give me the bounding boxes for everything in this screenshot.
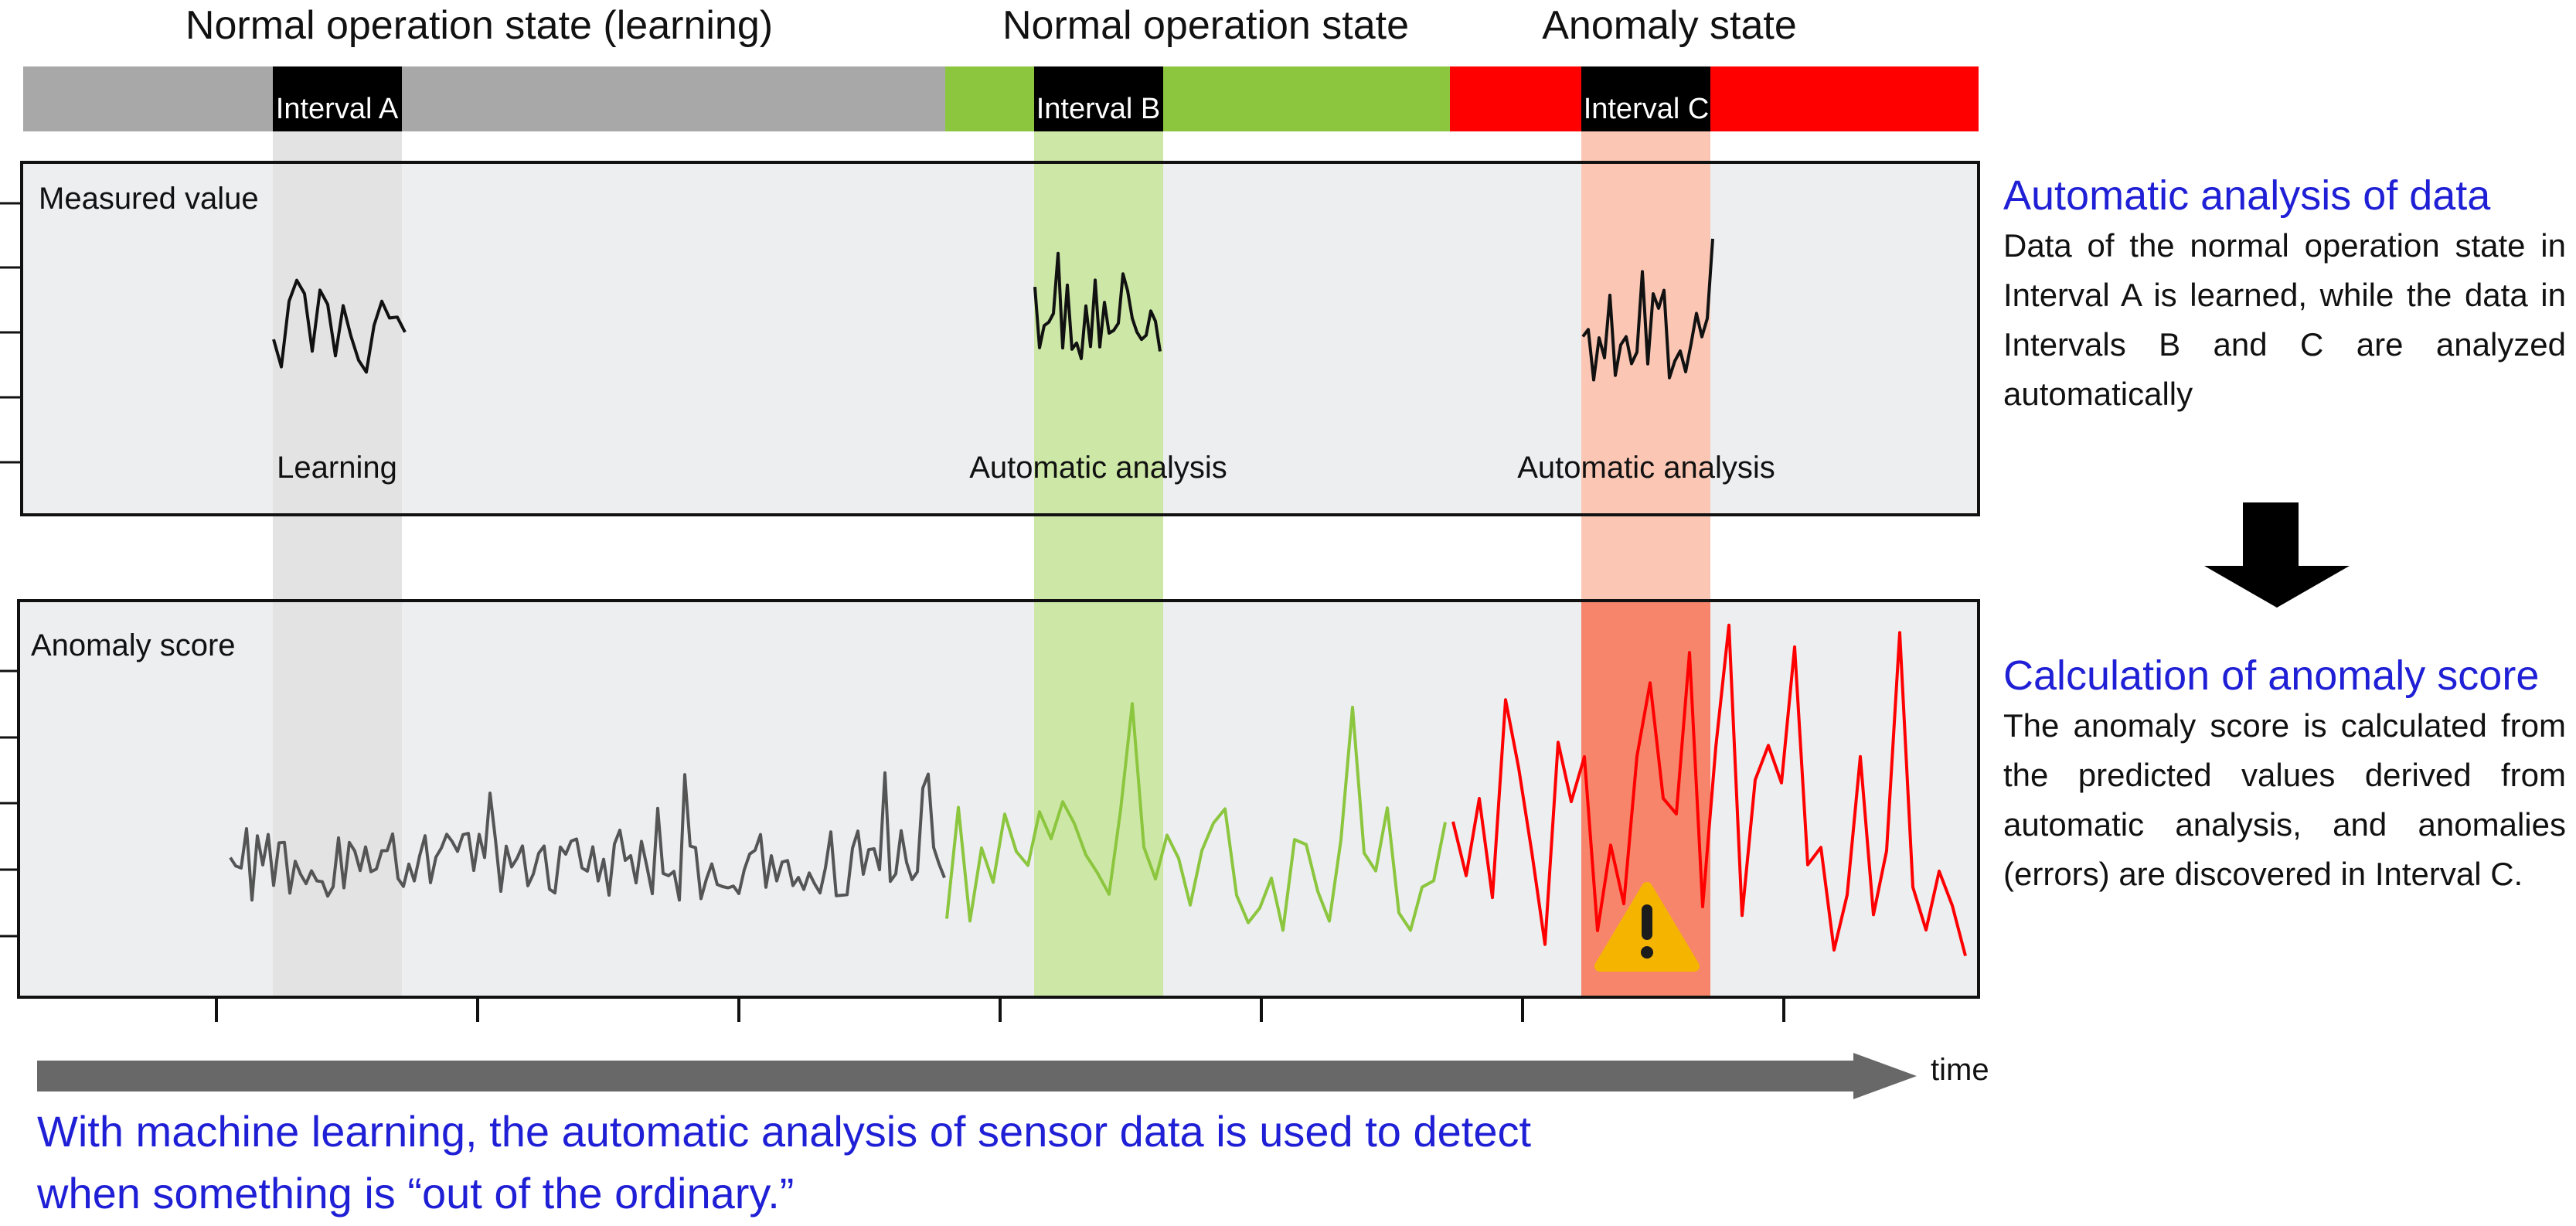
down-arrow-icon	[2204, 502, 2350, 608]
measured-value-label: Measured value	[39, 182, 259, 216]
measured-trace-interval-a	[272, 278, 407, 374]
side-note-anomaly-score-body: The anomaly score is calculated from the…	[2003, 707, 2566, 892]
anomaly-score-trace-normal	[945, 702, 1447, 932]
state-bar-learning	[23, 66, 945, 131]
interval-a-label: Interval A	[276, 93, 399, 125]
measured-trace-interval-c	[1581, 238, 1714, 382]
analysis-note-interval-b: Automatic analysis	[969, 451, 1227, 485]
time-axis-ticks	[215, 997, 1785, 1022]
state-heading-anomaly: Anomaly state	[1542, 3, 1797, 48]
interval-c-label: Interval C	[1584, 93, 1710, 125]
interval-c-tab	[1581, 66, 1710, 131]
interval-a-strip	[273, 131, 402, 997]
side-note-anomaly-score: Calculation of anomaly score The anomaly…	[2003, 652, 2566, 899]
interval-b-label: Interval B	[1036, 93, 1161, 125]
anomaly-score-label: Anomaly score	[31, 628, 236, 662]
state-heading-normal: Normal operation state	[1002, 3, 1409, 48]
analysis-note-interval-c: Automatic analysis	[1517, 451, 1775, 485]
time-arrow	[37, 1053, 1917, 1099]
measured-trace-interval-b	[1033, 251, 1162, 360]
caption-line-2: when something is “out of the ordinary.”	[37, 1169, 795, 1217]
interval-b-tab	[1034, 66, 1163, 131]
state-heading-learning: Normal operation state (learning)	[185, 3, 773, 48]
side-note-analysis-body: Data of the normal operation state in In…	[2003, 227, 2566, 412]
caption-line-1: With machine learning, the automatic ana…	[37, 1107, 1532, 1156]
interval-b-strip	[1034, 131, 1163, 997]
measured-value-panel-border	[20, 161, 1980, 516]
side-note-analysis: Automatic analysis of data Data of the n…	[2003, 172, 2566, 419]
side-note-anomaly-score-title: Calculation of anomaly score	[2003, 652, 2540, 699]
learning-note: Learning	[277, 451, 397, 485]
interval-a-tab	[273, 66, 402, 131]
time-axis-label: time	[1931, 1053, 1989, 1087]
measured-y-ticks	[0, 202, 22, 464]
state-bar-normal	[945, 66, 1450, 131]
caption: With machine learning, the automatic ana…	[37, 1101, 1815, 1224]
anomaly-score-trace-anomaly	[1451, 623, 1967, 957]
anomaly-score-trace-learning	[229, 771, 946, 902]
warning-triangle-icon	[1594, 882, 1700, 972]
side-note-analysis-title: Automatic analysis of data	[2003, 172, 2491, 219]
state-bar-anomaly	[1450, 66, 1979, 131]
anomaly-y-ticks	[0, 669, 19, 938]
state-bar: Interval A Interval B Interval C	[23, 66, 1979, 131]
